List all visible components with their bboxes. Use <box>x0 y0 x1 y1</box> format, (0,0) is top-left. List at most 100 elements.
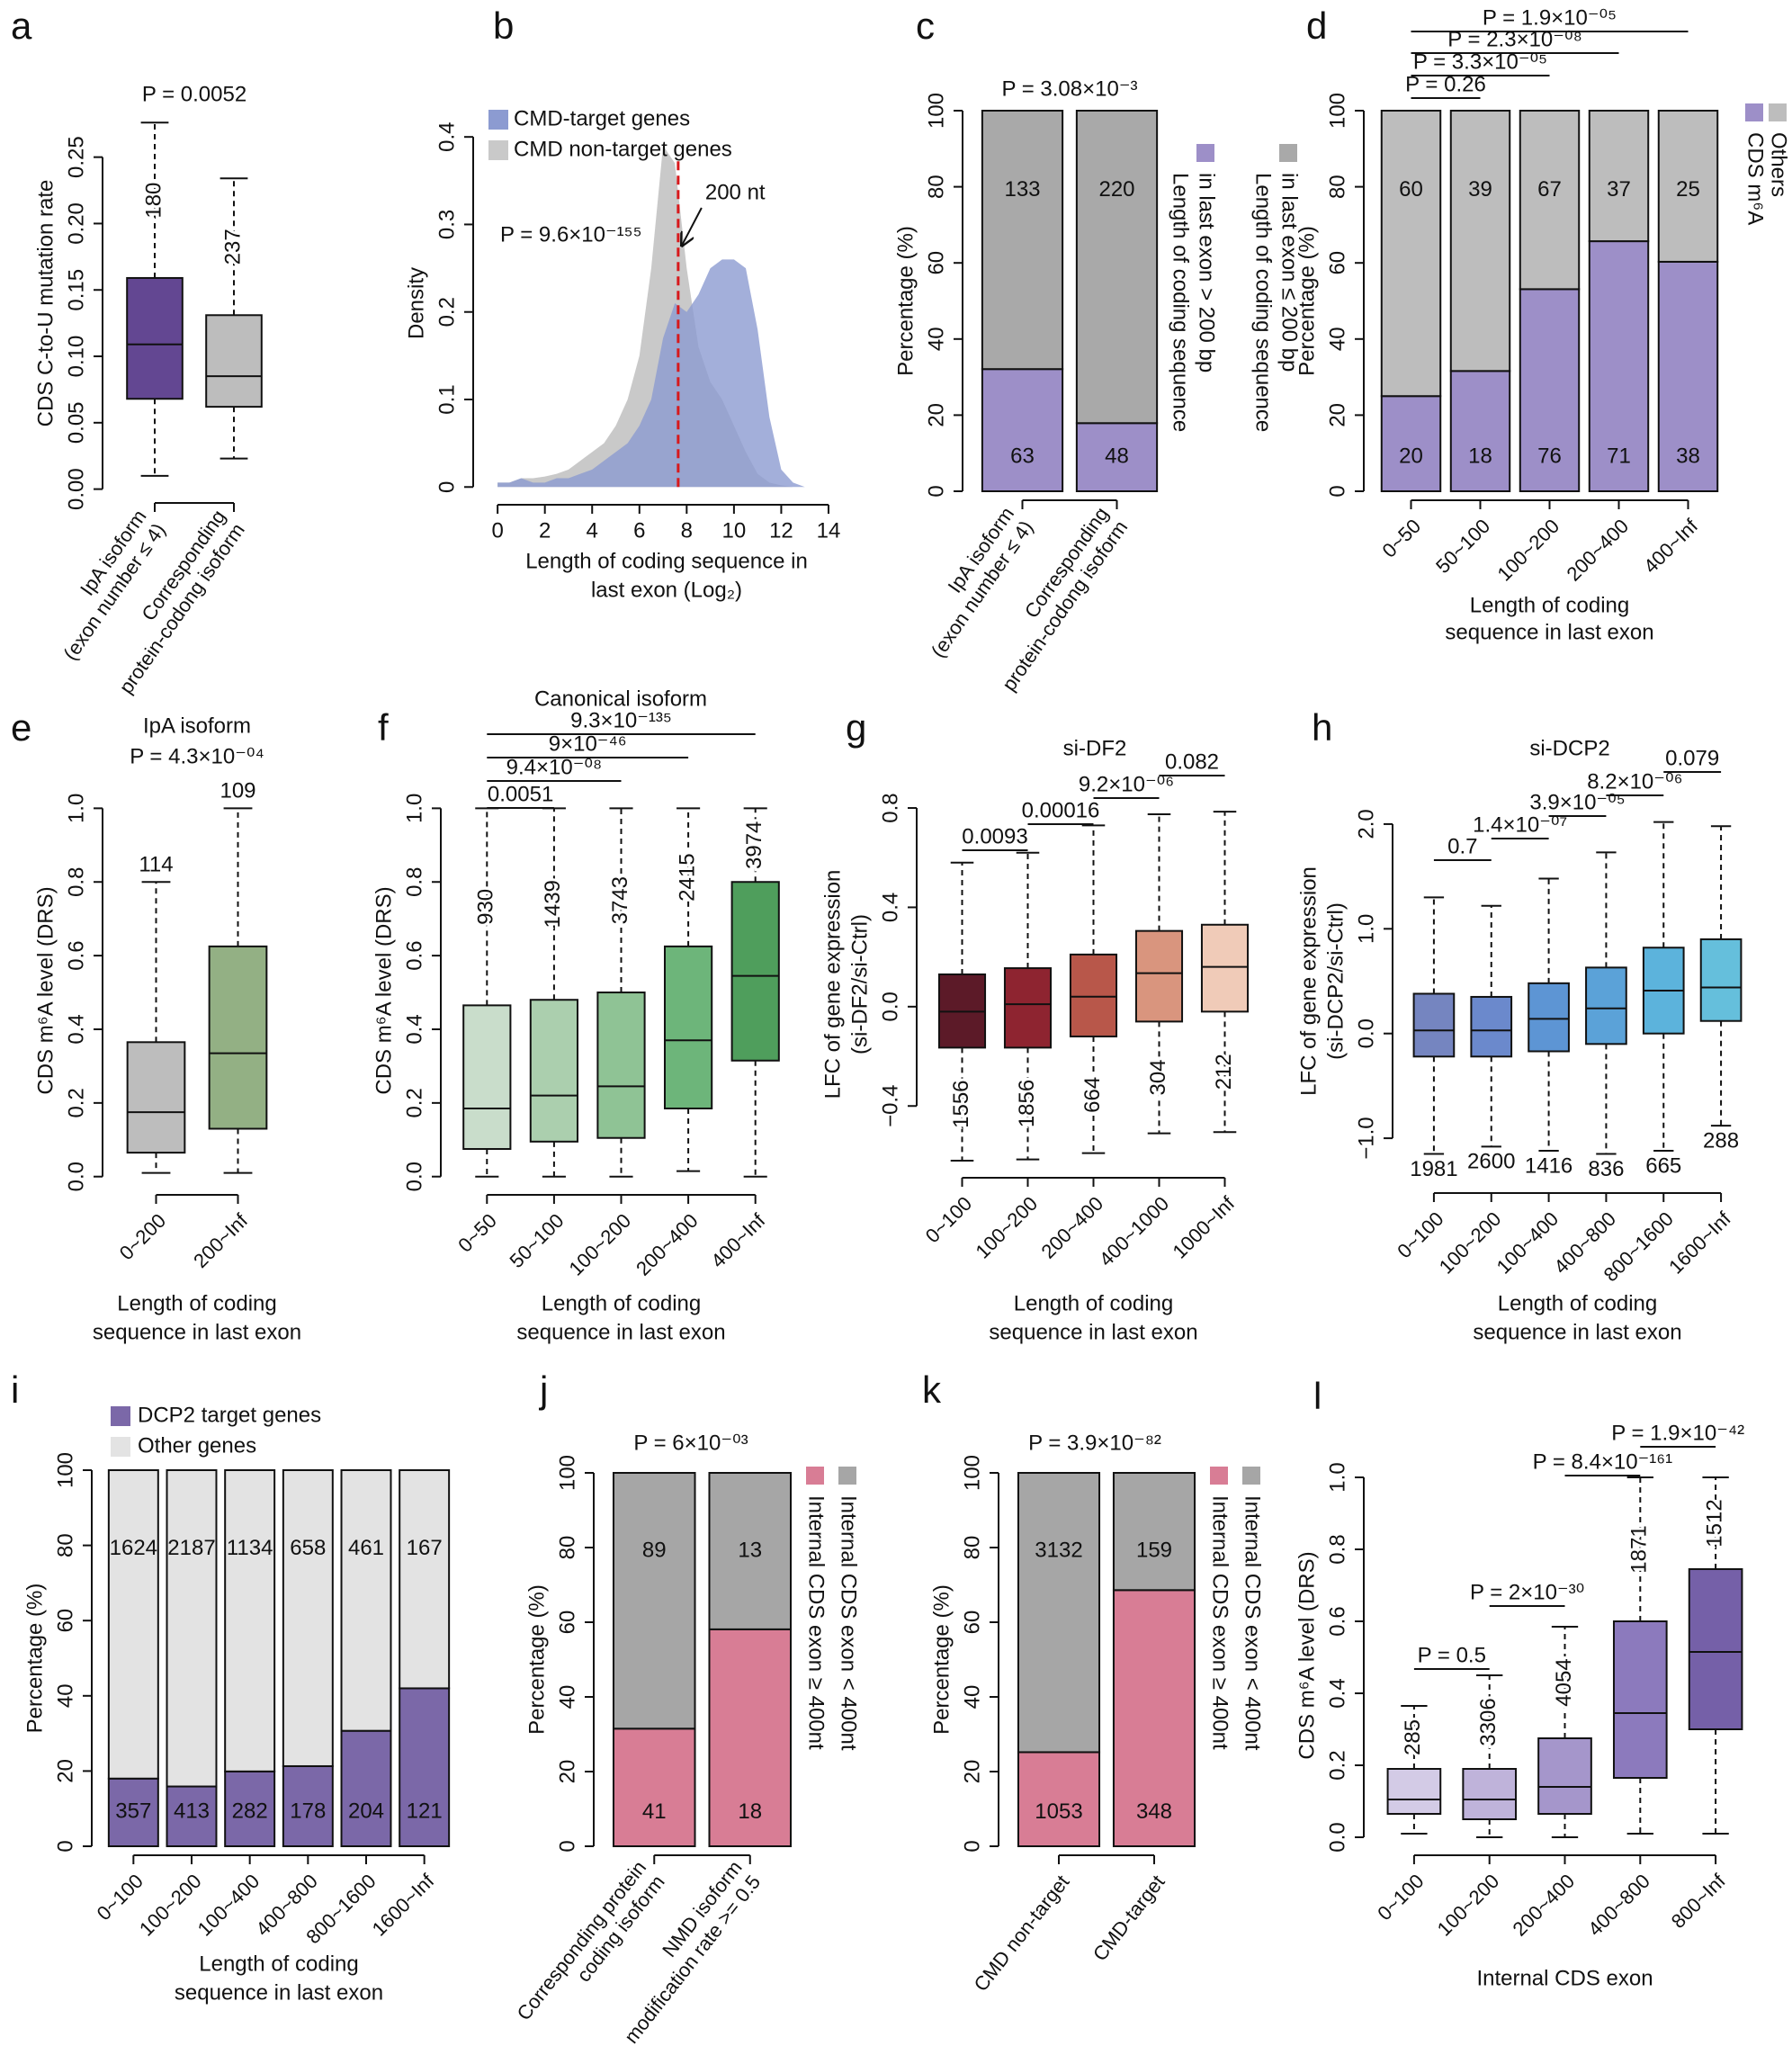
count-label: 13 <box>738 1538 762 1562</box>
p-value: P = 9.6×10⁻¹⁵⁵ <box>500 222 642 247</box>
count-label: 3306 <box>1476 1698 1501 1745</box>
count-label: 167 <box>407 1536 443 1560</box>
x-axis-label: Length of coding <box>542 1291 701 1315</box>
panel-label: k <box>922 1368 942 1411</box>
x-tick-label: 50~100 <box>1431 515 1494 578</box>
x-tick-label: 0~50 <box>1377 515 1425 562</box>
count-label: 1416 <box>1525 1153 1572 1178</box>
count-label: 20 <box>1399 444 1423 468</box>
y-axis-label: CDS C-to-U mutation rate <box>33 180 58 427</box>
count-label: 665 <box>1645 1153 1681 1178</box>
legend-label: in last exon > 200 bp <box>1195 173 1219 372</box>
x-tick-label: 50~100 <box>506 1209 569 1272</box>
count-label: 18 <box>1468 444 1492 468</box>
panel: b 0 0.1 0.2 0.3 0.4 Density Length of coding se… <box>404 4 840 602</box>
x-axis-label: last exon (Log₂) <box>591 578 742 602</box>
count-label: 60 <box>1399 177 1423 202</box>
x-tick-label-group: 100~200 <box>971 1192 1042 1263</box>
panel-label: e <box>11 706 31 749</box>
comparison-label: 0.00016 <box>1022 798 1100 822</box>
y-axis-label: LFC of gene expression <box>1296 866 1321 1096</box>
y-tick-label: 80 <box>924 175 948 199</box>
bar-segment <box>981 368 1064 493</box>
x-tick-label: 100~200 <box>564 1209 635 1280</box>
count-label: 4054 <box>1552 1658 1576 1706</box>
x-tick-label-group: 400~Inf <box>706 1208 770 1272</box>
count-label: 664 <box>1080 1077 1105 1113</box>
panel: i 0 20 40 60 80 100 Percentage (%) Length of cod… <box>11 1368 451 2005</box>
x-tick-label: 2 <box>539 518 551 543</box>
count-label: 1556 <box>949 1080 973 1127</box>
count-label: 413 <box>174 1799 210 1824</box>
comparison-label: P = 2×10⁻³⁰ <box>1470 1580 1584 1604</box>
x-tick-label-group: 50~100 <box>1431 515 1494 578</box>
y-axis-label: (si-DCP2/si-Ctrl) <box>1323 902 1348 1060</box>
x-tick-label: 100~400 <box>193 1870 264 1941</box>
count-label: 41 <box>642 1799 667 1824</box>
x-tick-label: 10 <box>722 518 747 543</box>
legend-swatch <box>838 1467 856 1485</box>
y-tick-label: 0.0 <box>1325 1822 1349 1852</box>
x-tick-label-group: 0~100 <box>93 1870 148 1925</box>
x-tick-label: 400~Inf <box>706 1208 770 1272</box>
y-axis-label: (si-DF2/si-Ctrl) <box>847 914 872 1054</box>
comparison-label: 0.0093 <box>962 824 1027 848</box>
x-tick-label-group: 1600~Inf <box>368 1869 439 1940</box>
y-tick-label: 0.00 <box>64 468 88 510</box>
legend-label: CDS m⁶A <box>1743 132 1768 225</box>
y-tick-label: 40 <box>960 1685 984 1709</box>
x-tick-label: 1600~Inf <box>368 1869 439 1940</box>
count-label: 25 <box>1676 177 1700 202</box>
panel: f 0.0 0.2 0.4 0.6 0.8 1.0 CDS m⁶A level (DRS) Ca… <box>372 686 780 1344</box>
box <box>1612 1620 1668 1779</box>
count-label: 930 <box>474 889 498 925</box>
legend-label: Others <box>1767 132 1791 197</box>
y-tick-label: 1.0 <box>1354 914 1378 944</box>
x-tick-label-group: 400~1000 <box>1095 1192 1173 1270</box>
y-tick-label: 0.8 <box>402 867 426 897</box>
y-tick-label: 100 <box>960 1455 984 1491</box>
panel-label: f <box>378 706 389 749</box>
x-tick-label-group: 200~400 <box>632 1209 703 1280</box>
x-tick-label: 1600~Inf <box>1664 1207 1735 1278</box>
y-tick-label: 0 <box>924 485 948 497</box>
legend-label: Internal CDS exon < 400nt <box>837 1495 861 1751</box>
y-axis-label: Percentage (%) <box>929 1584 954 1735</box>
count-label: 114 <box>139 853 173 877</box>
y-tick-label: 0.4 <box>435 121 459 151</box>
count-label: 39 <box>1468 177 1492 202</box>
box <box>1528 982 1570 1053</box>
bar-segment <box>1449 370 1511 492</box>
y-tick-label: 0.25 <box>64 136 88 178</box>
x-tick-label-group: CMD non-target <box>969 1871 1073 1996</box>
y-tick-label: 0 <box>435 481 459 493</box>
box <box>1462 1768 1518 1820</box>
panel-label: j <box>538 1368 548 1411</box>
y-tick-label: 0.3 <box>435 210 459 239</box>
legend-label: DCP2 target genes <box>138 1403 321 1427</box>
x-tick-label-group: 100~200 <box>135 1870 206 1941</box>
bar-segment <box>1519 110 1581 291</box>
count-label: 212 <box>1212 1054 1236 1090</box>
legend-swatch <box>111 1406 130 1426</box>
x-tick-label-group: 100~200 <box>564 1209 635 1280</box>
y-tick-label: 0.6 <box>64 940 88 970</box>
x-axis-label: sequence in last exon <box>1473 1320 1681 1344</box>
bar-segment <box>1588 110 1650 243</box>
panel: k 0 20 40 60 80 100 Percentage (%) P = 3.9×10⁻⁸²… <box>922 1368 1265 1996</box>
x-tick-label: CMD-target <box>1089 1871 1169 1965</box>
count-label: 348 <box>1136 1799 1172 1824</box>
box <box>126 276 184 400</box>
box <box>1386 1768 1442 1815</box>
panel-label: l <box>1313 1375 1322 1417</box>
y-axis-label: CDS m⁶A level (DRS) <box>372 886 396 1094</box>
comparison-label: 0.079 <box>1665 746 1719 770</box>
y-axis-label: Percentage (%) <box>893 226 918 376</box>
y-tick-label: 100 <box>1325 93 1349 129</box>
x-axis-label: Length of coding <box>1014 1291 1173 1315</box>
bar-segment <box>340 1469 392 1732</box>
x-tick-label: 0~50 <box>453 1209 501 1257</box>
count-label: 121 <box>407 1799 443 1824</box>
